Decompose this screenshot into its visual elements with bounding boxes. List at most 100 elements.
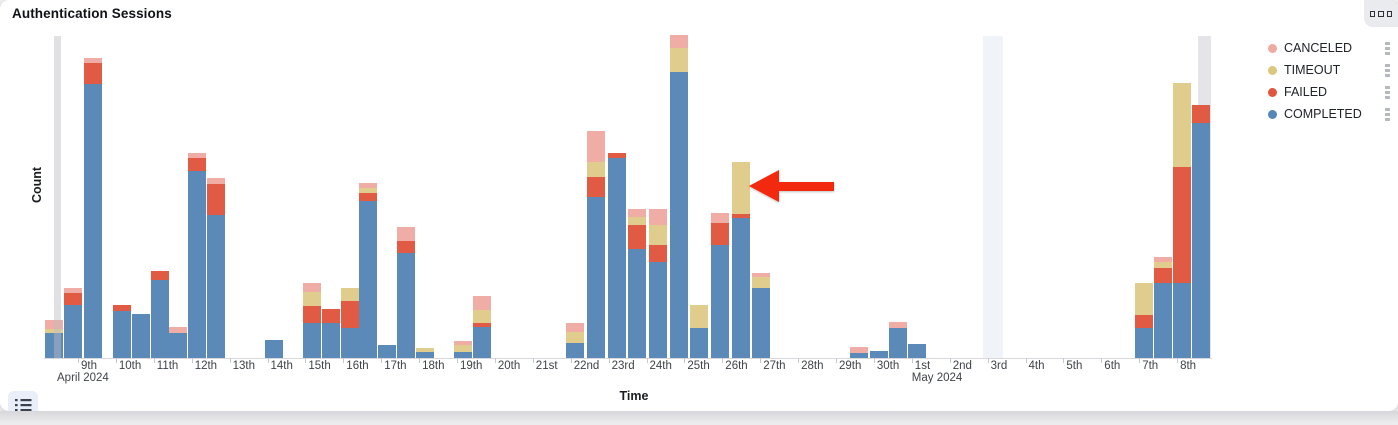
bar-apr-12-pm[interactable] <box>207 178 225 358</box>
segment-failed <box>113 305 131 311</box>
squares-menu-icon <box>1370 10 1376 17</box>
segment-timeout <box>566 332 584 343</box>
segment-timeout <box>416 348 434 352</box>
segment-canceled <box>84 58 102 63</box>
bar-apr-19-pm[interactable] <box>473 296 491 358</box>
segment-completed <box>566 343 584 358</box>
bar-apr-8-pm[interactable] <box>64 288 82 358</box>
segment-completed <box>752 288 770 358</box>
bar-apr-11-pm[interactable] <box>169 327 187 358</box>
segment-timeout <box>732 162 750 214</box>
bar-apr-24-am[interactable] <box>649 209 667 358</box>
bar-apr-11-am[interactable] <box>151 271 169 358</box>
x-tick <box>646 358 648 363</box>
x-axis-title: Time <box>619 389 649 403</box>
segment-canceled <box>303 283 321 292</box>
segment-canceled <box>587 131 605 162</box>
bar-apr-8-am[interactable] <box>45 320 63 358</box>
arrow-head <box>749 170 779 202</box>
grip-icon[interactable] <box>1383 106 1392 123</box>
segment-canceled <box>473 296 491 310</box>
x-tick-label: 4th <box>1028 360 1045 372</box>
segment-timeout <box>473 310 491 323</box>
x-tick <box>494 358 496 363</box>
x-tick-label: 10th <box>118 360 142 372</box>
segment-canceled <box>359 183 377 188</box>
segment-completed <box>341 328 359 358</box>
bar-apr-26-pm[interactable] <box>752 273 770 358</box>
segment-timeout <box>1154 262 1172 268</box>
segment-failed <box>1192 105 1210 123</box>
segment-failed <box>587 177 605 197</box>
legend-label: FAILED <box>1284 85 1328 99</box>
legend-item-completed[interactable]: COMPLETED <box>1268 103 1392 125</box>
grip-icon[interactable] <box>1383 84 1392 101</box>
bar-may-8-pm[interactable] <box>1192 105 1210 358</box>
grip-icon[interactable] <box>1383 62 1392 79</box>
bar-apr-15-pm[interactable] <box>322 309 340 358</box>
bar-apr-22-am[interactable] <box>566 323 584 358</box>
segment-canceled <box>1154 257 1172 262</box>
segment-completed <box>1154 283 1172 358</box>
segment-completed <box>188 171 206 358</box>
bar-may-7-am[interactable] <box>1135 283 1153 358</box>
bar-may-1-am[interactable] <box>908 344 926 358</box>
segment-completed <box>64 305 82 358</box>
bar-apr-30-pm[interactable] <box>889 322 907 358</box>
bar-apr-10-pm[interactable] <box>132 314 150 358</box>
legend-item-canceled[interactable]: CANCELED <box>1268 37 1392 59</box>
bar-apr-12-am[interactable] <box>188 153 206 358</box>
segment-canceled <box>850 347 868 353</box>
bar-apr-30-am[interactable] <box>870 351 888 358</box>
legend-item-timeout[interactable]: TIMEOUT <box>1268 59 1392 81</box>
grip-icon[interactable] <box>1383 40 1392 57</box>
bar-apr-17-pm[interactable] <box>397 227 415 358</box>
segment-timeout <box>628 217 646 225</box>
x-tick <box>305 358 307 363</box>
bar-apr-26-am[interactable] <box>732 162 750 358</box>
bar-apr-29-pm[interactable] <box>850 347 868 358</box>
segment-completed <box>850 353 868 358</box>
bar-apr-22-pm[interactable] <box>587 131 605 358</box>
x-tick-label: 13th <box>232 360 255 372</box>
bar-apr-25-pm[interactable] <box>711 213 729 358</box>
authentication-sessions-panel: Authentication Sessions 9th 10th 11th 12th 1… <box>0 0 1398 411</box>
segment-completed <box>169 333 187 358</box>
x-tick <box>1025 358 1027 363</box>
bar-apr-24-pm[interactable] <box>670 35 688 358</box>
next-panel-edge <box>0 411 1398 425</box>
panel-menu-button[interactable] <box>1364 0 1398 27</box>
bar-apr-23-pm[interactable] <box>628 209 646 358</box>
x-axis-line <box>44 358 1212 359</box>
squares-menu-icon <box>1386 10 1392 17</box>
segment-timeout <box>670 48 688 72</box>
bar-apr-10-am[interactable] <box>113 305 131 358</box>
bar-may-8-am[interactable] <box>1173 83 1191 358</box>
segment-canceled <box>454 341 472 345</box>
bar-apr-25-am[interactable] <box>690 305 708 358</box>
segment-completed <box>628 249 646 358</box>
bar-apr-19-am[interactable] <box>454 341 472 358</box>
bar-apr-16-pm[interactable] <box>359 183 377 358</box>
bar-apr-9-am[interactable] <box>84 58 102 358</box>
segment-timeout <box>587 162 605 177</box>
bar-apr-18-am[interactable] <box>416 348 434 358</box>
x-tick <box>684 358 686 363</box>
bar-may-7-pm[interactable] <box>1154 257 1172 358</box>
segment-timeout <box>359 188 377 193</box>
segment-timeout <box>303 292 321 306</box>
segment-failed <box>359 193 377 201</box>
x-tick-label: 17th <box>384 360 407 372</box>
segment-completed <box>889 328 907 358</box>
bar-apr-23-am[interactable] <box>608 153 626 358</box>
legend-item-failed[interactable]: FAILED <box>1268 81 1392 103</box>
x-tick <box>1177 358 1179 363</box>
bar-apr-17-am[interactable] <box>378 345 396 358</box>
x-tick-label: 18th <box>422 360 445 372</box>
segment-completed <box>265 340 283 358</box>
bar-apr-14-am[interactable] <box>265 340 283 358</box>
segment-timeout <box>1173 83 1191 167</box>
bar-apr-15-am[interactable] <box>303 283 321 358</box>
segment-failed <box>84 63 102 84</box>
bar-apr-16-am[interactable] <box>341 288 359 358</box>
